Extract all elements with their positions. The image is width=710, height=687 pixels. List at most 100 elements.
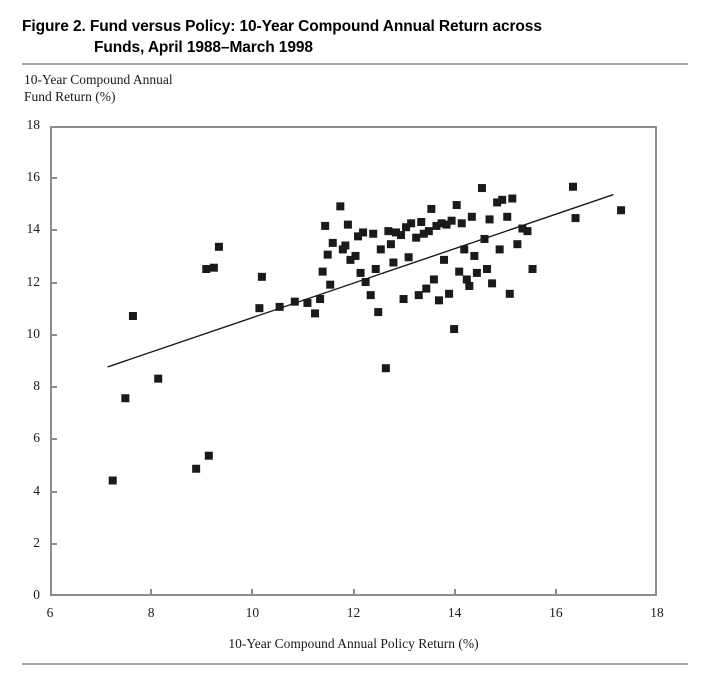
scatter-point: [154, 374, 163, 383]
scatter-point: [303, 298, 312, 307]
scatter-point: [513, 240, 522, 249]
y-axis-tick-mark: [50, 229, 57, 232]
x-axis-tick-mark: [554, 589, 557, 596]
scatter-point: [389, 258, 398, 267]
scatter-point: [386, 240, 395, 249]
scatter-point: [336, 202, 345, 211]
y-axis-tick-label: 10: [26, 325, 41, 341]
y-axis-tick-label: 6: [33, 430, 40, 446]
y-axis-tick-mark: [50, 490, 57, 493]
scatter-point: [472, 268, 481, 277]
y-axis-caption-line-1: 10-Year Compound Annual: [24, 72, 173, 87]
scatter-point: [346, 255, 355, 264]
scatter-point: [204, 451, 213, 460]
y-axis-tick-label: 0: [33, 587, 40, 602]
scatter-point: [617, 206, 626, 215]
scatter-point: [437, 219, 446, 228]
scatter-point: [442, 220, 451, 229]
scatter-plot-canvas: [107, 182, 626, 485]
x-axis-title: 10-Year Compound Annual Policy Return (%…: [228, 636, 479, 651]
scatter-point: [343, 220, 352, 229]
scatter-point: [412, 233, 421, 242]
y-axis-tick-mark: [50, 542, 57, 545]
scatter-point: [316, 295, 325, 304]
scatter-point: [571, 214, 580, 223]
scatter-point: [432, 221, 441, 230]
y-axis-tick-label: 8: [33, 378, 40, 394]
scatter-points: [108, 182, 626, 485]
y-axis-tick-mark: [50, 333, 57, 336]
figure-title: Figure 2. Fund versus Policy: 10-Year Co…: [22, 16, 682, 58]
scatter-point: [341, 241, 350, 250]
scatter-point: [462, 275, 471, 284]
scatter-point: [450, 325, 459, 334]
scatter-point: [128, 312, 137, 320]
figure-title-line-2: Funds, April 1988–March 1998: [94, 39, 313, 56]
scatter-point: [434, 296, 443, 305]
figure-title-line-1: Figure 2. Fund versus Policy: 10-Year Co…: [22, 18, 542, 35]
title-divider-rule: [22, 63, 688, 65]
scatter-point: [359, 228, 368, 237]
x-axis-tick-label: 18: [650, 605, 664, 620]
scatter-point: [488, 279, 497, 288]
scatter-point: [391, 228, 400, 237]
scatter-point: [495, 245, 504, 254]
plot-area: [50, 126, 657, 596]
y-axis-tick-mark: [50, 177, 57, 180]
scatter-point: [460, 245, 469, 254]
scatter-point: [209, 263, 218, 272]
scatter-point: [404, 253, 413, 262]
scatter-point: [369, 229, 378, 238]
scatter-point: [483, 265, 492, 273]
scatter-point: [422, 284, 431, 293]
scatter-point: [108, 476, 117, 485]
scatter-point: [493, 198, 502, 207]
scatter-point: [467, 212, 476, 221]
scatter-point: [323, 250, 332, 259]
scatter-point: [429, 275, 438, 284]
scatter-point: [523, 227, 532, 236]
scatter-point: [477, 184, 486, 193]
scatter-point: [192, 464, 201, 473]
scatter-point: [465, 281, 474, 290]
scatter-point: [505, 289, 514, 298]
scatter-point: [419, 229, 428, 238]
scatter-point: [381, 364, 390, 373]
scatter-point: [366, 291, 375, 300]
y-axis-tick-mark: [50, 386, 57, 389]
scatter-point: [414, 291, 423, 300]
y-axis-tick-label: 2: [33, 534, 40, 550]
scatter-point: [328, 238, 337, 247]
scatter-point: [326, 280, 335, 289]
scatter-point: [440, 255, 449, 264]
y-axis-tick-label: 4: [33, 482, 40, 498]
scatter-point: [503, 212, 512, 221]
x-axis-tick-label: 6: [46, 605, 54, 620]
y-axis-tick-label: 12: [26, 273, 41, 289]
x-axis-tick-label: 12: [346, 605, 361, 620]
scatter-point: [361, 278, 370, 287]
scatter-point: [384, 227, 393, 236]
y-axis-tick-label: 14: [26, 221, 41, 237]
scatter-point: [374, 308, 383, 317]
scatter-point: [402, 223, 411, 232]
scatter-point: [321, 221, 330, 230]
scatter-point: [255, 304, 264, 313]
scatter-point: [480, 234, 489, 243]
scatter-point: [311, 309, 320, 318]
scatter-point: [376, 245, 385, 254]
scatter-point: [407, 219, 416, 228]
x-axis-tick-mark: [251, 589, 254, 596]
scatter-point: [371, 265, 380, 273]
scatter-point: [202, 265, 211, 273]
scatter-point: [457, 219, 466, 228]
x-axis-tick-mark: [453, 589, 456, 596]
x-axis-tick-label: 16: [549, 605, 563, 620]
x-axis-tick-label: 10: [245, 605, 260, 620]
scatter-point: [452, 201, 461, 210]
y-axis-tick-mark: [50, 281, 57, 284]
scatter-point: [445, 289, 454, 298]
scatter-point: [447, 216, 456, 225]
scatter-point: [121, 394, 130, 403]
